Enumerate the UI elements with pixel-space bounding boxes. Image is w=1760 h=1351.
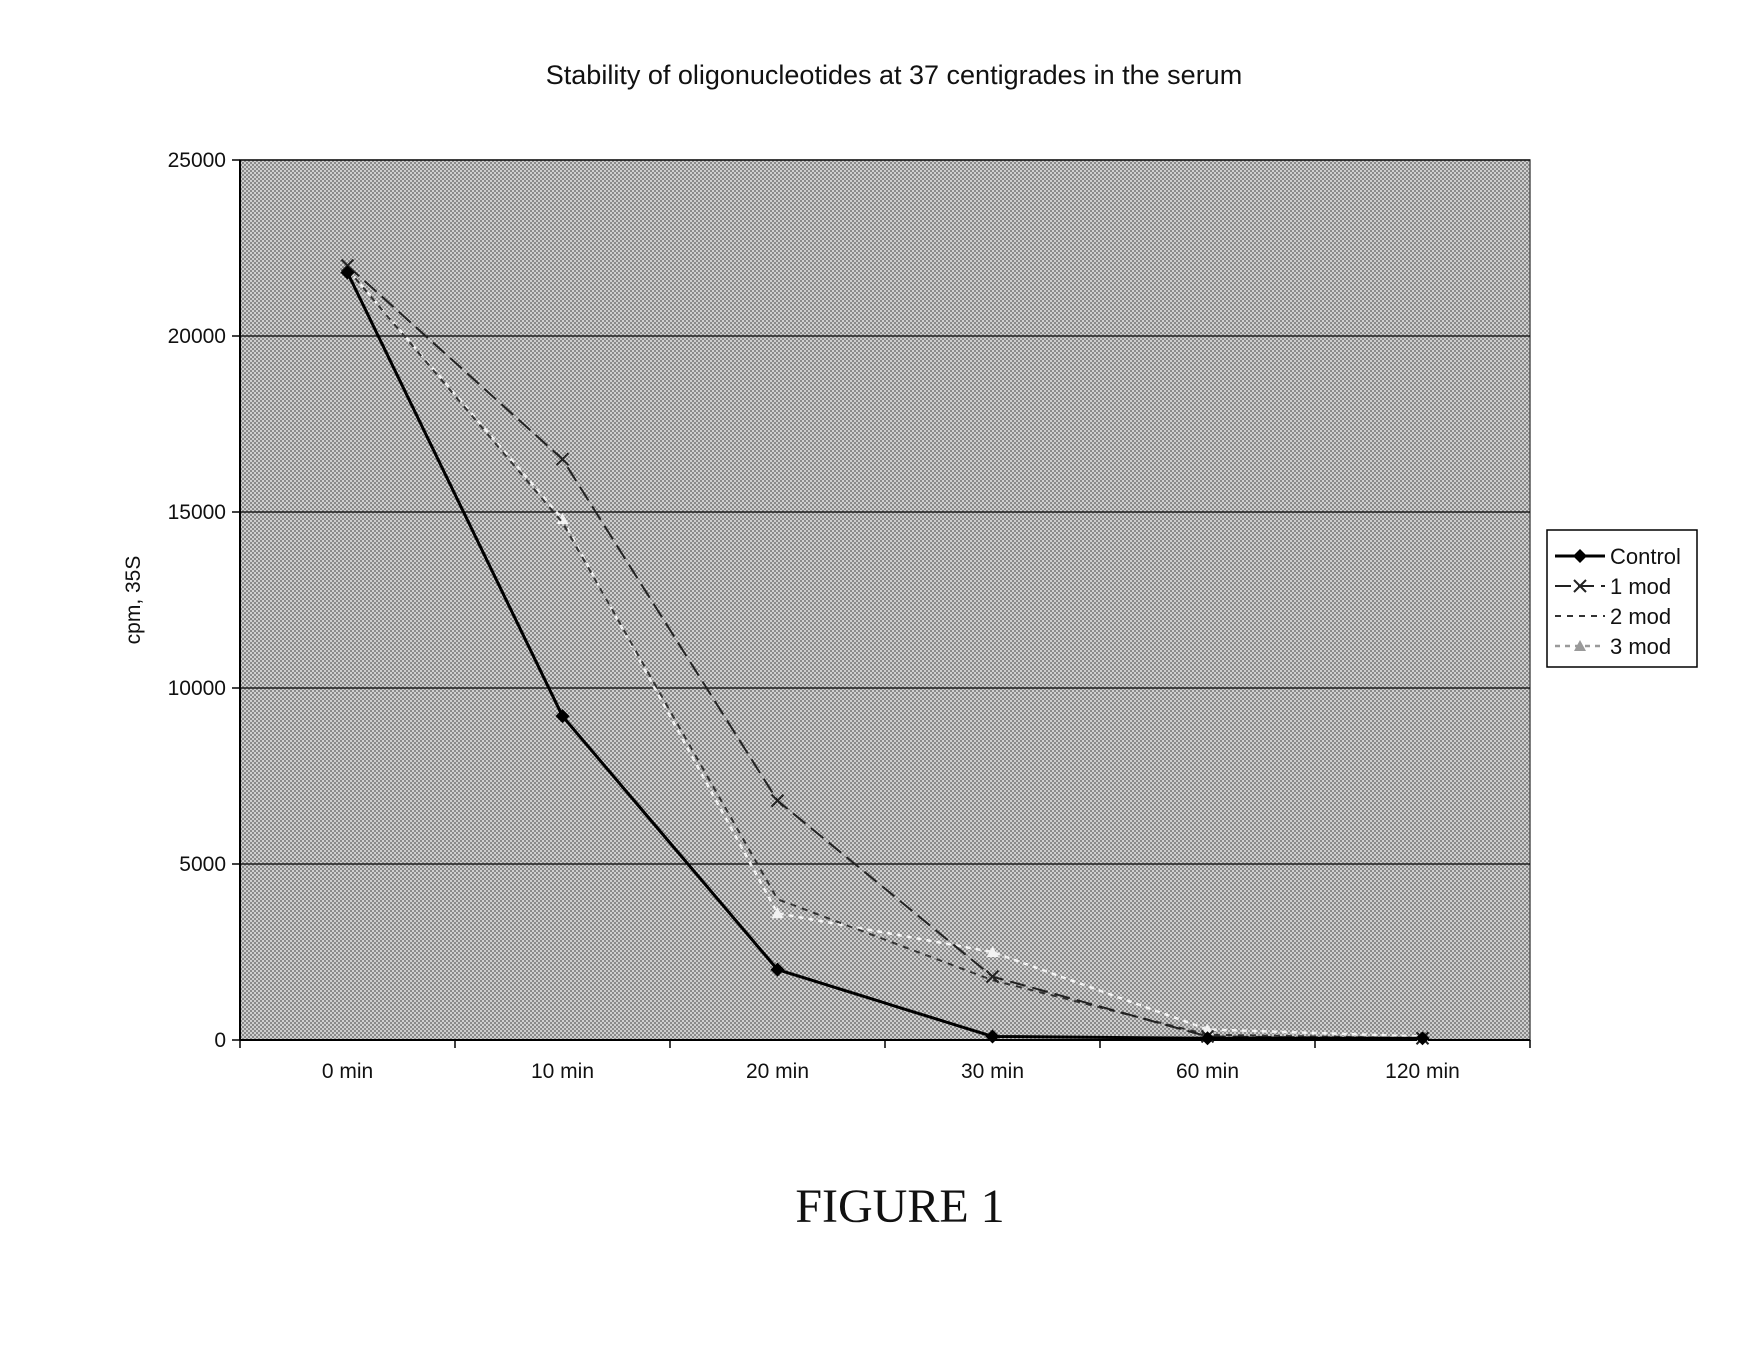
y-tick-label: 20000 [168,325,226,348]
y-tick-label: 25000 [168,149,226,172]
x-tick-label: 30 min [961,1060,1024,1083]
legend-label: 3 mod [1610,634,1671,659]
x-tick-labels: 0 min 10 min 20 min 30 min 60 min 120 min [240,1040,1530,1083]
chart-title: Stability of oligonucleotides at 37 cent… [546,60,1242,90]
x-tick-label: 0 min [322,1060,373,1083]
legend-label: 1 mod [1610,574,1671,599]
x-tick-label: 120 min [1385,1060,1460,1083]
figure-caption: FIGURE 1 [795,1180,1004,1233]
y-tick-label: 0 [214,1029,226,1052]
y-tick-label: 15000 [168,501,226,524]
legend-label: Control [1610,544,1681,569]
y-tick-label: 10000 [168,677,226,700]
legend: Control 1 mod 2 mod 3 mod [1547,530,1697,667]
y-axis-label: cpm, 35S [122,556,145,645]
legend-label: 2 mod [1610,604,1671,629]
plot-area [240,160,1530,1040]
x-tick-label: 10 min [531,1060,594,1083]
x-tick-label: 20 min [746,1060,809,1083]
y-tick-labels: 0 5000 10000 15000 20000 25000 [168,149,240,1052]
y-tick-label: 5000 [179,853,226,876]
x-tick-label: 60 min [1176,1060,1239,1083]
